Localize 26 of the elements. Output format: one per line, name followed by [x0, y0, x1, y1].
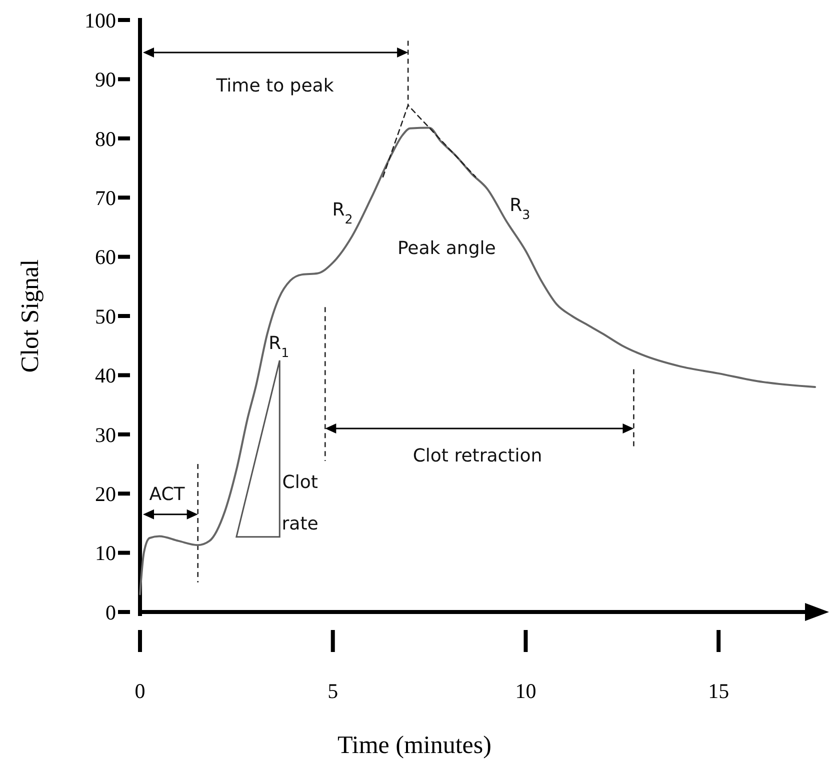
y-tick-label: 20 — [95, 482, 116, 506]
x-tick-label: 5 — [328, 679, 338, 703]
annotation: R$_{1}$ — [268, 332, 290, 360]
annotation: Clot retraction — [412, 445, 542, 466]
x-axis-title: Time (minutes) — [338, 732, 492, 759]
y-tick-label: 60 — [95, 245, 116, 270]
y-tick-label: 40 — [95, 364, 116, 388]
y-tick-label: 100 — [84, 8, 116, 32]
annotation: R$_{2}$ — [332, 200, 353, 226]
x-tick-label: 0 — [134, 679, 146, 703]
x-tick-label: 10 — [515, 679, 536, 703]
y-tick-label: 80 — [95, 126, 116, 151]
annotation: Peak angle — [397, 238, 496, 260]
annotation: ACT — [149, 484, 186, 505]
y-tick-label: 0 — [106, 600, 116, 624]
y-tick-label: 50 — [95, 304, 116, 328]
y-axis-title: Clot Signal — [17, 259, 44, 373]
annotation: Time to peak — [215, 75, 334, 96]
annotation: R$_{3}$ — [510, 195, 530, 222]
annotation: rate — [282, 514, 318, 534]
y-tick-label: 70 — [95, 186, 116, 210]
y-tick-label: 10 — [95, 541, 116, 566]
y-tick-label: 90 — [95, 68, 116, 92]
y-tick-label: 30 — [95, 422, 116, 447]
annotation: Clot — [282, 472, 318, 494]
x-tick-label: 15 — [708, 679, 730, 703]
